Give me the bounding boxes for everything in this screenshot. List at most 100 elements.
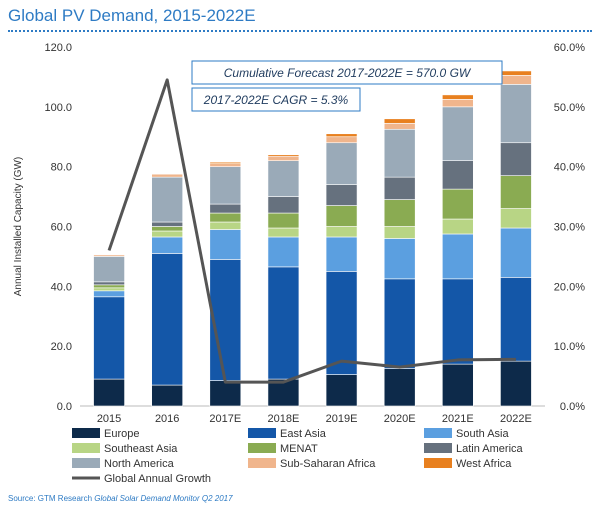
legend-label: Southeast Asia [104, 443, 178, 455]
bar-segment [209, 380, 242, 407]
y2-tick-label: 50.0% [554, 102, 585, 114]
bar-segment [500, 84, 532, 144]
bar-segment [267, 212, 300, 229]
x-tick-label: 2015 [97, 413, 121, 425]
bar-segment [209, 221, 242, 230]
y-tick-label: 0.0 [57, 401, 72, 413]
bar-segment [442, 278, 474, 365]
bar-segment [267, 196, 300, 214]
legend-swatch [424, 458, 452, 468]
bar-segment [209, 163, 242, 167]
legend-label: MENAT [280, 443, 318, 455]
bar-segment [500, 75, 532, 85]
chart-legend: Europe East Asia South Asia Southeast Asia M… [72, 428, 524, 485]
bar-segment [325, 271, 358, 375]
bar-segment [151, 176, 183, 223]
bar-segment [383, 368, 416, 407]
legend-swatch [72, 443, 100, 453]
legend-swatch [72, 428, 100, 438]
bar-segment [151, 253, 183, 386]
bar-segment [383, 199, 416, 227]
bar-segment [383, 128, 416, 178]
bar-segment [442, 233, 474, 280]
legend-swatch [72, 458, 100, 468]
legend-label: Sub-Saharan Africa [280, 458, 376, 470]
bar-segment [500, 227, 532, 278]
legend-swatch [424, 443, 452, 453]
bar-segment [325, 374, 358, 407]
y2-tick-label: 30.0% [554, 222, 585, 234]
title-divider [8, 30, 592, 32]
bar-segment [442, 94, 474, 100]
bar-segment [151, 173, 183, 178]
page-title: Global PV Demand, 2015-2022E [8, 6, 256, 25]
bar-segment [209, 203, 242, 214]
bar-segment [267, 154, 300, 157]
bar-segment [209, 161, 242, 164]
y2-tick-label: 60.0% [554, 42, 585, 54]
cagr-annotation: 2017-2022E CAGR = 5.3% [203, 93, 349, 107]
chart-axes: 0.0 20.0 40.0 60.0 80.0 100.0 120.0 0.0% 10.0% 20… [13, 42, 585, 425]
x-tick-label: 2021E [442, 413, 474, 425]
bar-segment [93, 378, 125, 407]
bar-segment [151, 384, 183, 407]
legend-swatch [424, 428, 452, 438]
y-tick-label: 20.0 [51, 341, 72, 353]
legend-label: East Asia [280, 428, 327, 440]
bar-segment [209, 259, 242, 381]
bar-segment [383, 176, 416, 200]
bar-segment [209, 212, 242, 223]
bar-segment [500, 175, 532, 209]
y-tick-label: 60.0 [51, 222, 72, 234]
bar-segment [209, 229, 242, 260]
bar-segment [383, 238, 416, 280]
cagr-box [191, 87, 361, 112]
bar-segment [325, 136, 358, 144]
y2-tick-label: 40.0% [554, 162, 585, 174]
bar-segment [383, 122, 416, 130]
bar-segment [93, 256, 125, 283]
bar-segment [151, 236, 183, 254]
bar-stacks [93, 70, 532, 407]
bar-segment [325, 226, 358, 238]
legend-swatch [248, 428, 276, 438]
legend-swatch [248, 458, 276, 468]
y-tick-label: 120.0 [44, 42, 72, 54]
bar-segment [442, 363, 474, 407]
x-tick-label: 2017E [209, 413, 241, 425]
growth-line-layer [107, 78, 516, 384]
bar-segment [500, 277, 532, 362]
growth-line [107, 78, 516, 384]
bar-segment [267, 266, 300, 380]
bar-segment [325, 184, 358, 206]
legend-label: Europe [104, 428, 139, 440]
source-note: Source: GTM Research Global Solar Demand… [8, 494, 233, 503]
bar-segment [442, 188, 474, 220]
cumulative-annotation: Cumulative Forecast 2017-2022E = 570.0 G… [224, 66, 472, 80]
annotation-layer: Cumulative Forecast 2017-2022E = 570.0 G… [191, 60, 503, 112]
bar-segment [325, 142, 358, 185]
bar-segment [151, 221, 183, 227]
bar-segment [325, 236, 358, 272]
bar-segment [93, 284, 125, 289]
bar-segment [267, 236, 300, 268]
bar-segment [383, 226, 416, 239]
bar-segment [93, 296, 125, 380]
y-axis-label: Annual Installed Capacity (GW) [13, 157, 24, 297]
legend-swatch [248, 443, 276, 453]
legend-label: Global Annual Growth [104, 473, 211, 485]
bar-segment [209, 166, 242, 205]
y2-tick-label: 0.0% [560, 401, 585, 413]
bar-segment [500, 360, 532, 407]
bar-segment [151, 230, 183, 238]
bar-segment [383, 118, 416, 124]
bar-segment [93, 287, 125, 292]
bar-segment [151, 226, 183, 232]
bar-segment [267, 155, 300, 161]
y-tick-label: 80.0 [51, 162, 72, 174]
bar-segment [325, 133, 358, 138]
bar-segment [442, 160, 474, 190]
x-tick-label: 2019E [326, 413, 358, 425]
y2-tick-label: 10.0% [554, 341, 585, 353]
